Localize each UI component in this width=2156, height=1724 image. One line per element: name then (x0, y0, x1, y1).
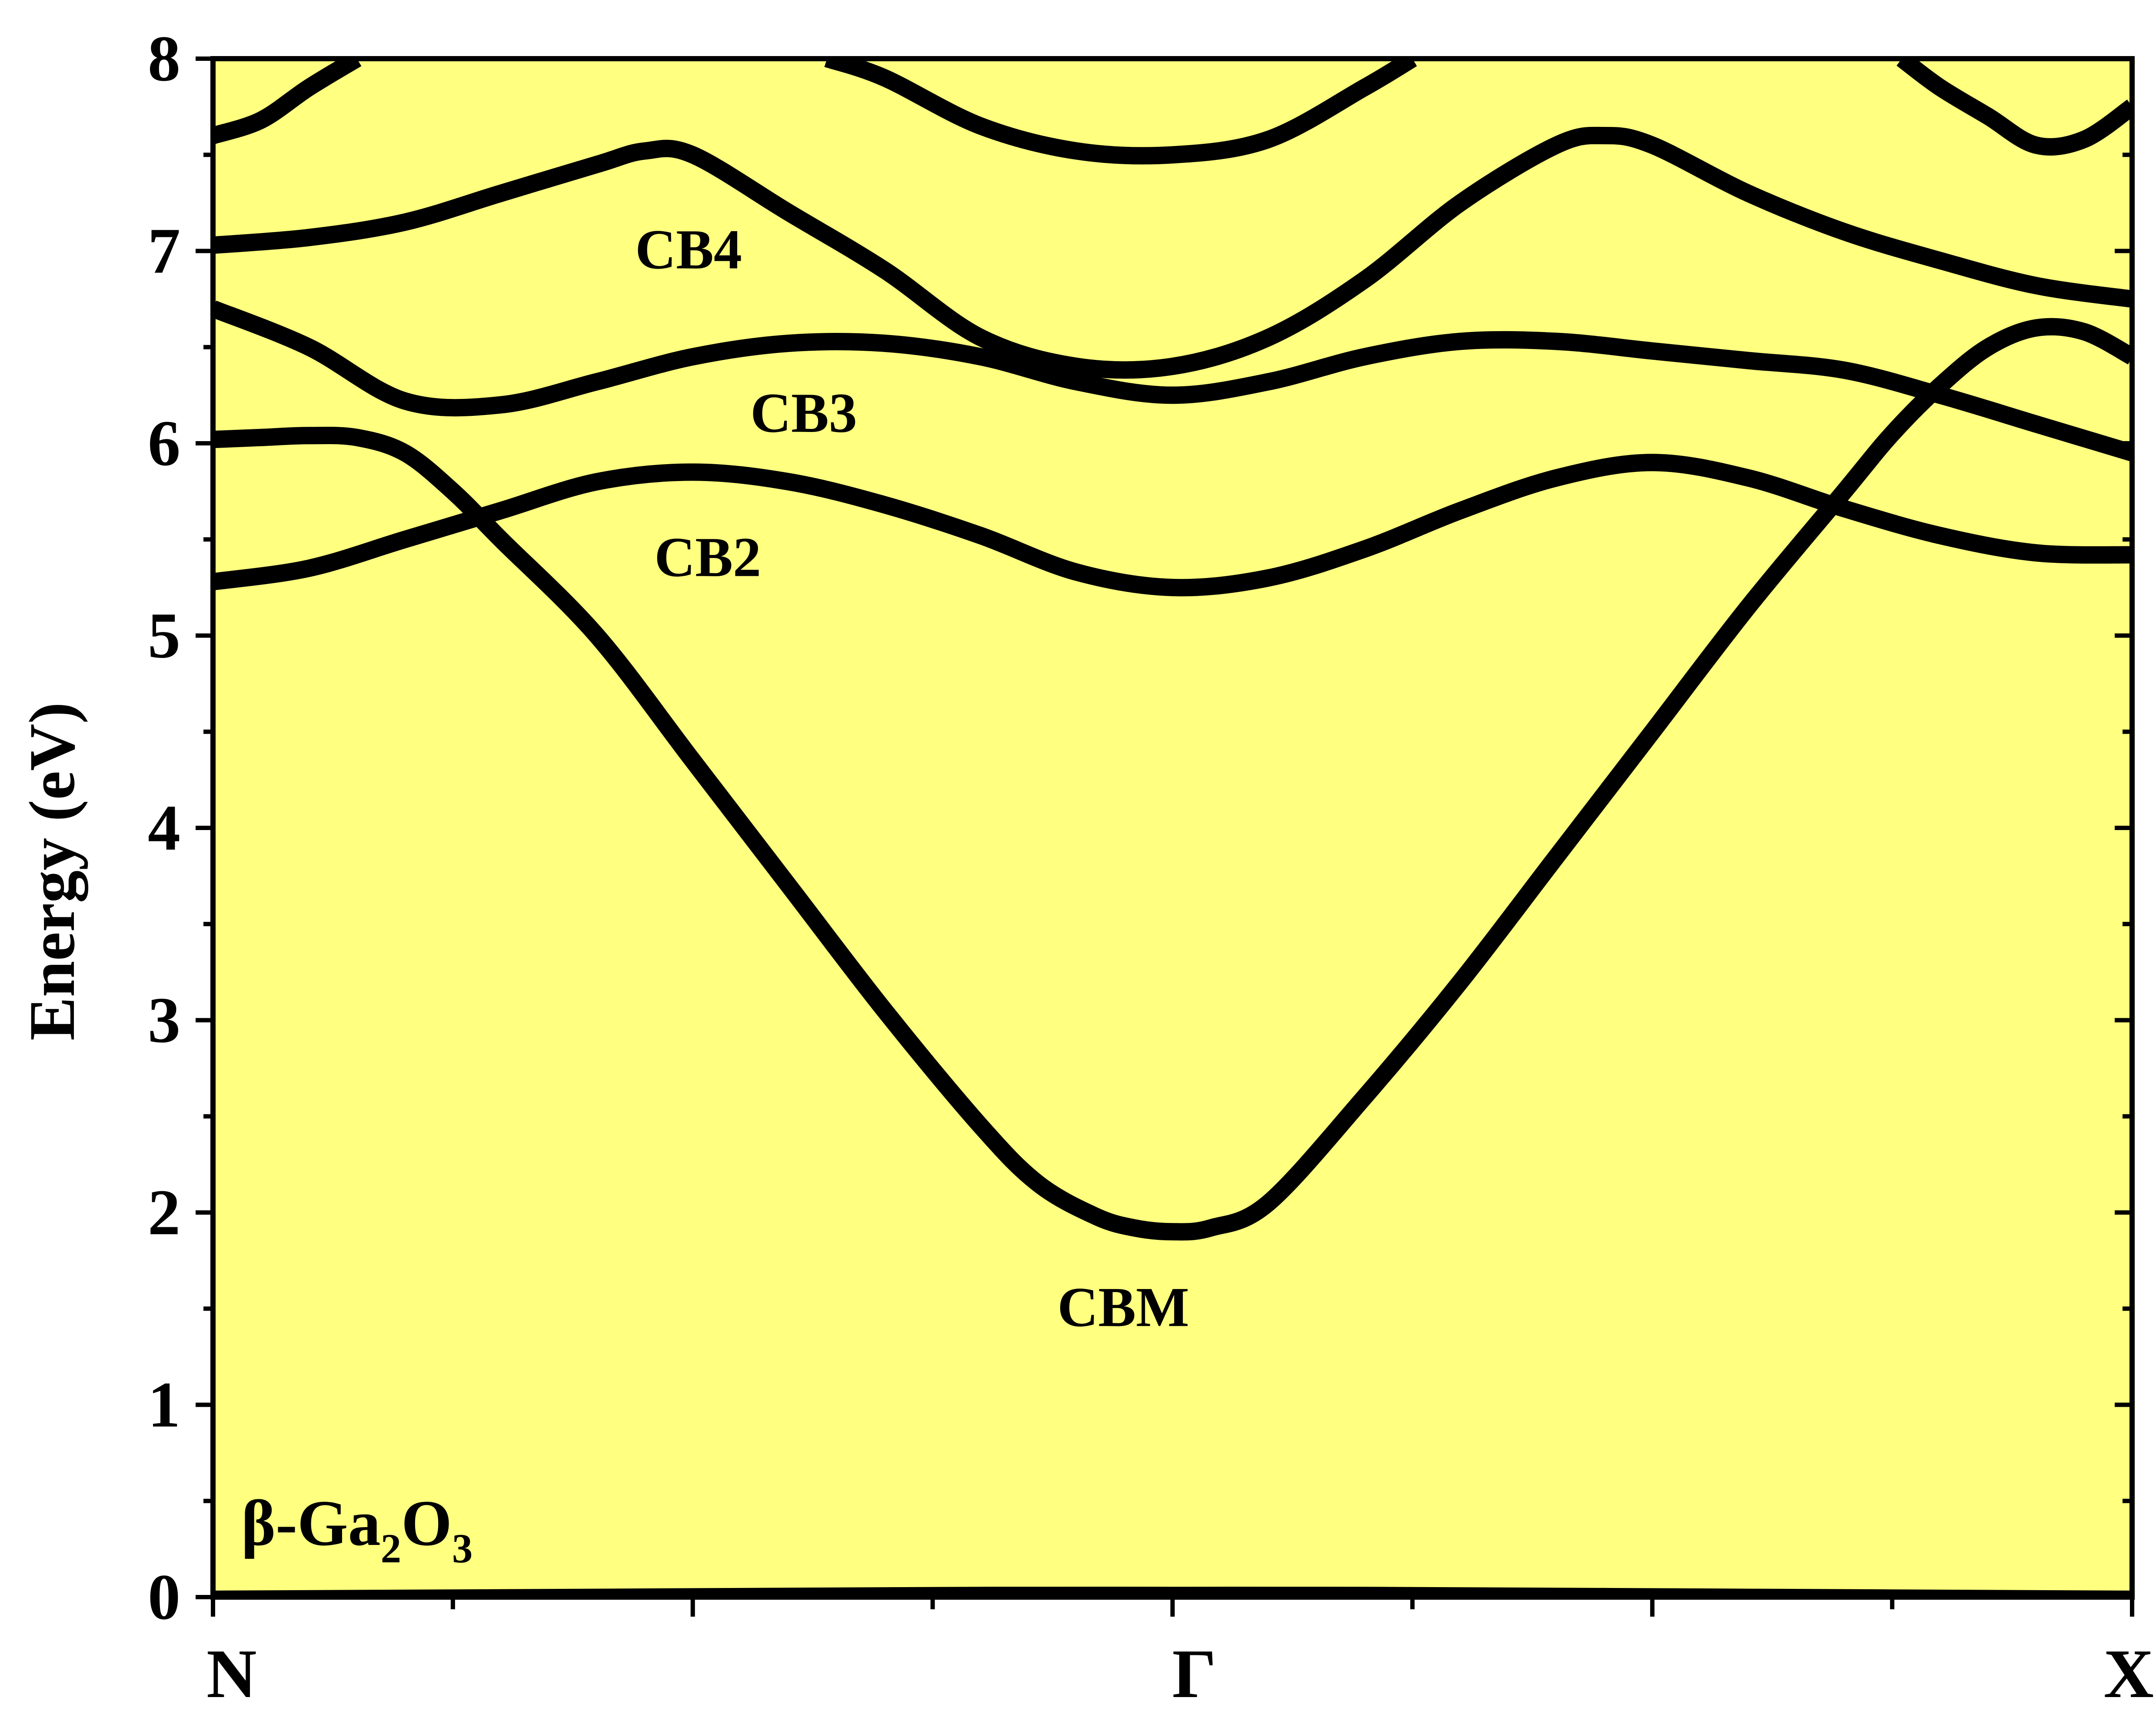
band-label: CB2 (654, 526, 761, 589)
y-tick-label: 2 (148, 1176, 180, 1249)
material-subscript-1: 2 (381, 1525, 402, 1571)
material-prefix: β-Ga (241, 1487, 381, 1559)
material-subscript-2: 3 (452, 1525, 473, 1571)
band-line-1 (213, 318, 2132, 1241)
band-label: CB3 (750, 382, 857, 445)
y-tick-label: 1 (148, 1369, 180, 1441)
y-axis-label: Energy (eV) (16, 702, 88, 1041)
band-line-7 (1896, 59, 2132, 156)
y-tick-label: 6 (148, 407, 180, 479)
material-label: β-Ga2O3 (241, 1487, 472, 1571)
band-line-3 (213, 300, 2132, 462)
y-tick-label: 4 (148, 792, 180, 864)
y-tick-label: 5 (148, 600, 180, 672)
band-annotations: CB4 CB3 CB2 CBM (635, 219, 1189, 1339)
x-tick-label: X (2103, 1635, 2154, 1712)
band-label: CBM (1058, 1276, 1189, 1339)
tick-labels: 0 1 2 3 4 5 6 7 8 N Γ X (148, 23, 2154, 1712)
y-tick-label: 7 (148, 215, 180, 287)
material-mid: O (401, 1487, 452, 1559)
x-tick-label: Γ (1172, 1635, 1217, 1712)
band-line-2 (213, 454, 2132, 597)
band-line-5 (213, 59, 362, 144)
y-tick-label: 0 (148, 1561, 180, 1633)
band-line-4 (213, 126, 2132, 379)
band-lines (213, 59, 2132, 1597)
axis-ticks (196, 56, 2134, 1617)
x-tick-label: N (206, 1635, 257, 1712)
y-tick-label: 3 (148, 984, 180, 1056)
band-line-6 (824, 59, 1417, 165)
y-tick-label: 8 (148, 23, 180, 95)
plot-area (213, 59, 2132, 1597)
band-label: CB4 (635, 219, 742, 281)
